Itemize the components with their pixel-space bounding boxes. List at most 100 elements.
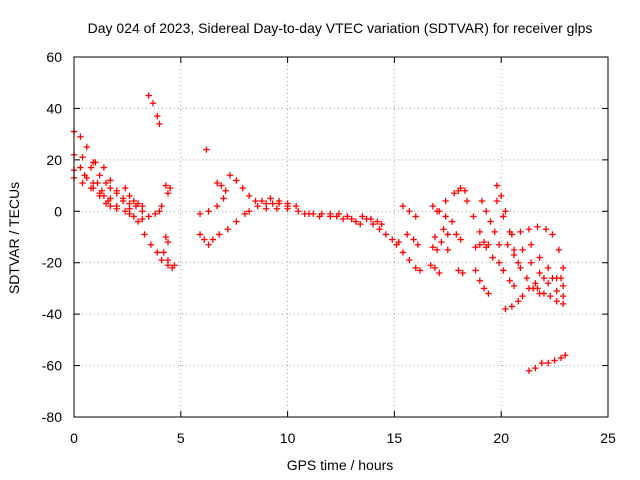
data-point — [359, 213, 366, 220]
data-point — [476, 228, 484, 236]
data-point — [107, 184, 114, 192]
data-point — [113, 205, 120, 212]
data-point — [213, 179, 221, 187]
data-point — [515, 259, 522, 266]
data-point — [344, 213, 351, 220]
data-point — [506, 277, 513, 284]
data-point — [498, 192, 505, 200]
plot-frame — [73, 56, 609, 418]
data-point — [404, 231, 411, 238]
data-point — [245, 208, 253, 215]
data-point — [79, 154, 86, 161]
data-point — [555, 246, 563, 254]
data-point — [414, 241, 422, 248]
data-point — [399, 202, 407, 210]
data-point — [448, 218, 456, 225]
data-point — [559, 292, 567, 300]
plot-border — [73, 56, 609, 418]
data-point — [459, 269, 466, 277]
series-track-24 — [335, 210, 351, 223]
series-track-15 — [145, 92, 163, 128]
data-point — [538, 359, 545, 367]
data-point — [100, 164, 108, 171]
series-track-36 — [427, 262, 443, 277]
data-point — [525, 367, 533, 374]
data-point — [515, 298, 522, 305]
data-point — [382, 231, 390, 238]
data-point — [557, 354, 565, 362]
data-point — [267, 195, 274, 202]
data-point — [559, 264, 567, 272]
data-point — [233, 177, 240, 184]
data-point — [442, 197, 449, 205]
y-tick-label: 40 — [46, 100, 62, 116]
data-point — [500, 213, 507, 220]
data-point — [406, 256, 413, 264]
data-point — [156, 208, 163, 215]
data-point — [536, 254, 543, 261]
data-point — [455, 267, 462, 274]
data-point — [519, 292, 526, 300]
data-point — [431, 233, 439, 241]
data-point — [544, 359, 552, 367]
series-track-43 — [472, 238, 492, 251]
series-track-31 — [399, 202, 419, 220]
data-point — [544, 264, 552, 272]
data-point — [166, 184, 174, 192]
series-track-21 — [258, 195, 300, 210]
series-track-08 — [122, 184, 146, 210]
data-point — [429, 244, 437, 251]
x-tick-label: 0 — [70, 430, 78, 446]
data-point — [139, 202, 146, 210]
data-point — [544, 280, 552, 287]
data-point — [461, 187, 469, 194]
series-track-26 — [359, 213, 375, 223]
data-point — [102, 179, 110, 187]
data-point — [83, 174, 91, 182]
data-point — [510, 251, 518, 259]
data-point — [540, 274, 548, 282]
data-point — [472, 267, 479, 274]
data-point — [263, 205, 270, 212]
data-point — [209, 236, 217, 243]
data-point — [245, 192, 253, 200]
data-point — [527, 259, 535, 266]
data-point — [162, 182, 170, 189]
data-point — [485, 241, 492, 248]
data-point — [348, 215, 355, 223]
x-tick-label: 5 — [177, 430, 185, 446]
series-track-48 — [500, 267, 518, 290]
data-point — [483, 208, 490, 215]
data-point — [510, 282, 518, 290]
data-point — [470, 213, 477, 220]
series-track-37 — [440, 226, 451, 238]
data-point — [126, 210, 133, 218]
data-point — [102, 200, 110, 207]
data-point — [457, 184, 464, 192]
data-point — [122, 184, 129, 192]
data-point — [239, 184, 246, 192]
data-point — [502, 208, 509, 215]
data-point — [292, 202, 300, 210]
data-point — [273, 205, 281, 212]
data-point — [493, 197, 501, 205]
series-track-52 — [527, 241, 567, 290]
data-point — [164, 190, 172, 197]
series-track-11 — [160, 249, 176, 272]
data-point — [141, 231, 148, 238]
data-point — [196, 210, 204, 218]
data-point — [301, 210, 308, 218]
data-point — [216, 231, 223, 238]
data-point — [534, 223, 541, 230]
data-point — [429, 202, 437, 210]
data-point — [480, 285, 488, 292]
series-track-47 — [504, 241, 543, 297]
series-track-54 — [525, 352, 569, 374]
data-point — [134, 218, 142, 225]
data-point — [96, 172, 103, 179]
data-point — [107, 202, 114, 210]
data-point — [275, 197, 283, 205]
data-point — [453, 231, 460, 238]
data-point — [536, 269, 543, 277]
